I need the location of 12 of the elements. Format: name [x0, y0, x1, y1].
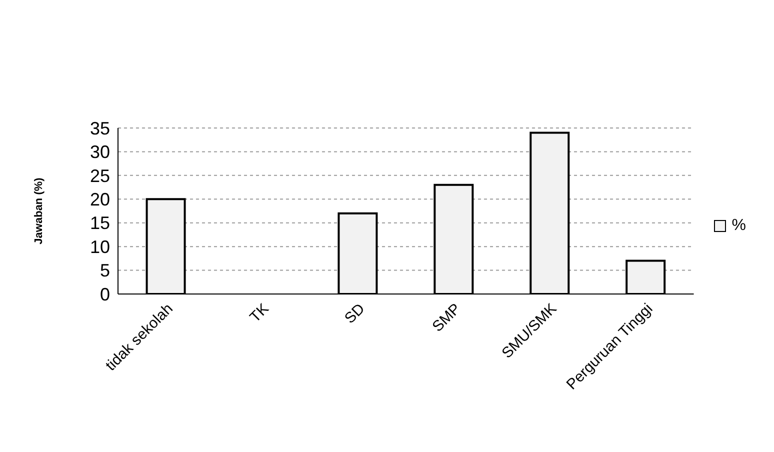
y-tick-label: 35	[90, 118, 110, 138]
y-axis-title: Jawaban (%)	[32, 177, 45, 244]
y-tick-label: 25	[90, 166, 110, 186]
legend-label: %	[732, 217, 746, 235]
y-tick-label: 5	[100, 260, 110, 281]
y-tick-label: 15	[90, 213, 110, 234]
x-tick-label: TK	[246, 300, 272, 326]
y-tick-label: 10	[90, 236, 110, 257]
x-tick-label: SD	[342, 300, 368, 328]
y-tick-label: 0	[100, 284, 110, 304]
y-tick-label: 20	[90, 190, 110, 210]
y-tick-label: 30	[90, 142, 110, 162]
